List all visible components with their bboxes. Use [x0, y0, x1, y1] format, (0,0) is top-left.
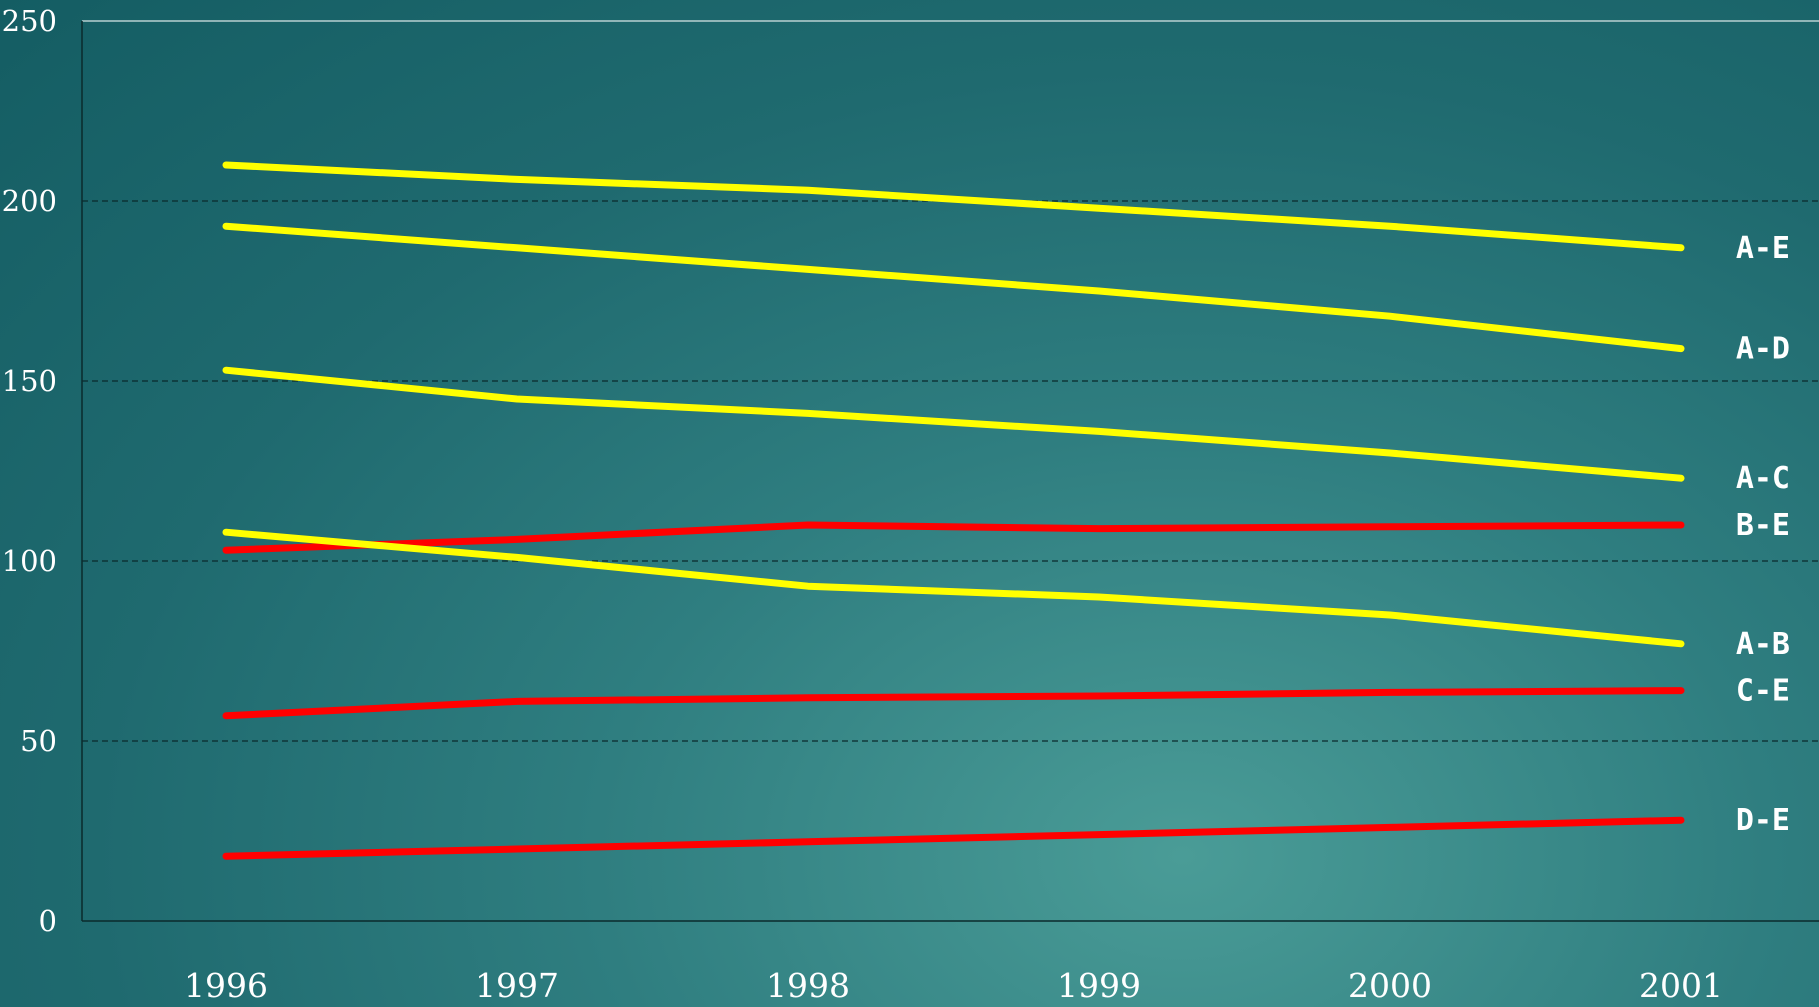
x-tick-label: 1997: [475, 966, 559, 1005]
series-label-d-e: D-E: [1736, 803, 1790, 838]
series-layer: [222, 161, 1685, 860]
grid-layer: [82, 20, 1819, 742]
series-line-a-b: [222, 528, 1685, 648]
x-tick-label: 1999: [1057, 966, 1141, 1005]
y-tick-label: 0: [39, 904, 57, 938]
series-line-a-d: [222, 222, 1685, 353]
series-line-c-e: [222, 687, 1685, 720]
y-tick-label: 150: [2, 364, 57, 398]
label-layer: A-E A-D A-C B-E A-B C-E D-E: [1736, 231, 1790, 838]
x-tick-label: 1996: [184, 966, 268, 1005]
series-label-a-c: A-C: [1736, 461, 1790, 496]
x-tick-label: 1998: [766, 966, 850, 1005]
y-tick-label: 250: [2, 4, 57, 38]
series-label-a-e: A-E: [1736, 231, 1790, 266]
y-tick-label: 50: [20, 724, 57, 758]
series-label-c-e: C-E: [1736, 674, 1790, 709]
series-label-a-d: A-D: [1736, 332, 1790, 367]
x-tick-label: 2001: [1639, 966, 1723, 1005]
y-tick-label: 100: [2, 544, 57, 578]
series-line-d-e: [222, 816, 1685, 860]
y-tick-label: 200: [2, 184, 57, 218]
series-line-a-e: [222, 161, 1685, 252]
x-tick-label: 2000: [1348, 966, 1432, 1005]
series-line-a-c: [222, 366, 1685, 482]
series-line-b-e: [222, 521, 1685, 554]
series-label-a-b: A-B: [1736, 627, 1790, 662]
series-label-b-e: B-E: [1736, 508, 1790, 543]
axis-layer: 0 50 100 150 200 250 1996 1997 1998 1999 2000 2001: [2, 4, 1819, 1005]
